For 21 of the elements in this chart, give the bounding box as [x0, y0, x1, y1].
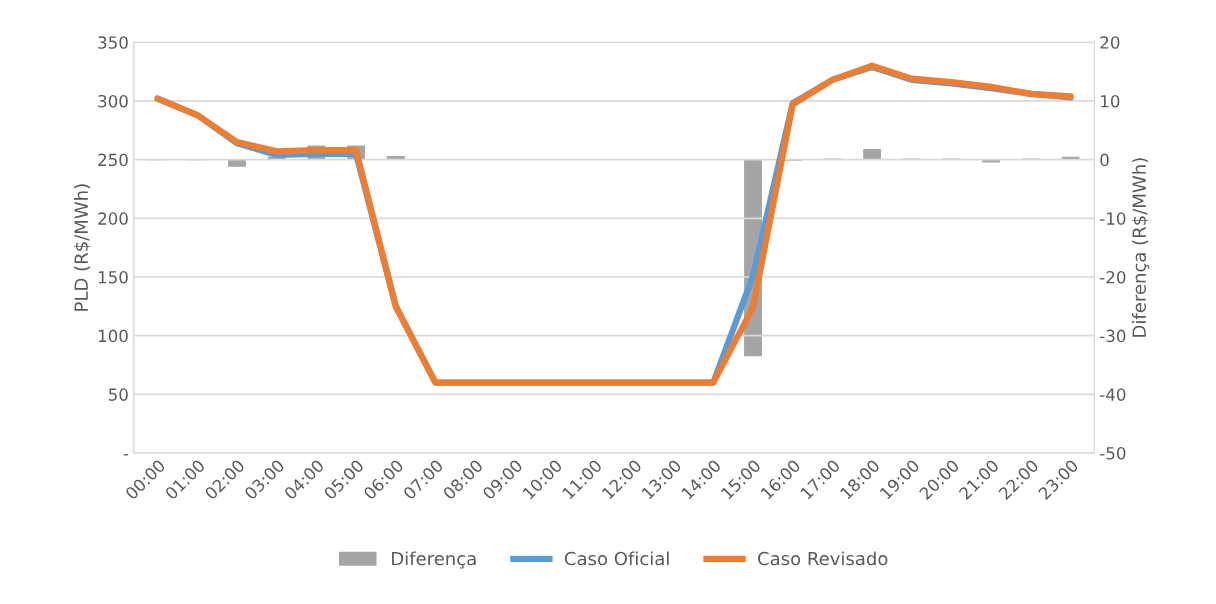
y2-tick-label: 10 [1101, 94, 1120, 108]
y-tick-label: 350 [98, 36, 128, 49]
y-tick-label: - [123, 454, 129, 456]
y2-tick-label: 20 [1100, 36, 1120, 49]
y2-tick-label: -20 [1100, 270, 1126, 284]
y2-tick-label: 0 [1100, 153, 1109, 167]
y-tick-label: 250 [98, 153, 128, 167]
y-tick-label: 200 [98, 212, 128, 225]
y2-tick-label: -10 [1100, 212, 1126, 225]
y-tick-label: 300 [98, 94, 128, 108]
y-tick-label: 100 [98, 329, 128, 343]
y-tick-label: 50 [108, 388, 128, 401]
y-tick-label: 150 [98, 270, 128, 284]
y2-tick-label: -40 [1100, 388, 1126, 401]
y2-tick-label: -50 [1100, 446, 1126, 460]
legend-label: Diferença [392, 551, 476, 569]
legend-label: Caso Oficial [564, 551, 669, 566]
y2-axis-title: Diferença (R$/MWh) [1132, 158, 1150, 337]
legend-label: Caso Revisado [758, 551, 888, 566]
y-axis-title: PLD (R$/MWh) [74, 184, 91, 311]
y2-tick-label: -30 [1100, 329, 1126, 343]
